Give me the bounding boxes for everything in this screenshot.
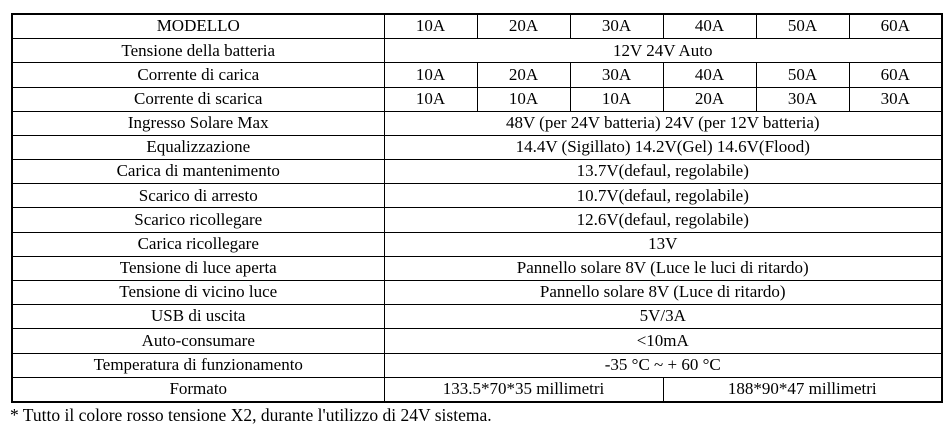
table-row: USB di uscita 5V/3A	[11, 304, 943, 330]
value-cell-span: Pannello solare 8V (Luce le luci di rita…	[383, 255, 943, 282]
table-row: Formato 133.5*70*35 millimetri 188*90*47 m…	[11, 376, 943, 403]
spec-table: MODELLO 10A 20A 30A 40A 50A 60A Tensione della …	[11, 13, 943, 403]
value-cell: 20A	[662, 86, 757, 112]
row-label-cell: Tensione della batteria	[11, 38, 385, 64]
row-label-cell: USB di uscita	[11, 304, 385, 330]
value-cell-span: 13.7V(defaul, regolabile)	[383, 159, 943, 185]
value-cell: 10A	[383, 86, 478, 112]
value-cell: 40A	[662, 62, 757, 88]
value-cell: 20A	[476, 13, 571, 40]
value-cell-span: -35 °C ~ + 60 °C	[383, 352, 943, 378]
value-cell-half: 188*90*47 millimetri	[662, 376, 943, 403]
value-cell-span: 10.7V(defaul, regolabile)	[383, 183, 943, 209]
value-cell-span: 14.4V (Sigillato) 14.2V(Gel) 14.6V(Flood…	[383, 134, 943, 161]
value-cell: 20A	[476, 62, 571, 88]
value-cell: 30A	[569, 62, 664, 88]
row-label-cell: Carica ricollegare	[11, 231, 385, 257]
table-row: Equalizzazione 14.4V (Sigillato) 14.2V(Ge…	[11, 134, 943, 161]
table-row: Temperatura di funzionamento -35 °C ~ + 6…	[11, 352, 943, 378]
row-label-cell: Temperatura di funzionamento	[11, 352, 385, 378]
value-cell: 60A	[848, 13, 943, 40]
row-label-cell: Ingresso Solare Max	[11, 110, 385, 136]
value-cell-span: 13V	[383, 231, 943, 257]
row-label-cell: Corrente di carica	[11, 62, 385, 88]
value-cell-span: 5V/3A	[383, 304, 943, 330]
value-cell: 10A	[383, 13, 478, 40]
row-label-cell: Equalizzazione	[11, 134, 385, 161]
table-row: Carica di mantenimento 13.7V(defaul, rego…	[11, 159, 943, 185]
table-row: Auto-consumare <10mA	[11, 328, 943, 354]
row-label-cell: Auto-consumare	[11, 328, 385, 354]
table-row: MODELLO 10A 20A 30A 40A 50A 60A	[11, 13, 943, 40]
row-label-cell: Scarico ricollegare	[11, 207, 385, 233]
value-cell: 40A	[662, 13, 757, 40]
row-label-cell: Tensione di luce aperta	[11, 255, 385, 282]
value-cell: 50A	[755, 62, 850, 88]
value-cell: 10A	[569, 86, 664, 112]
table-row: Carica ricollegare 13V	[11, 231, 943, 257]
table-row: Corrente di scarica 10A 10A 10A 20A 30A 30A	[11, 86, 943, 112]
row-label-cell: Scarico di arresto	[11, 183, 385, 209]
value-cell-span: Pannello solare 8V (Luce di ritardo)	[383, 279, 943, 306]
table-row: Corrente di carica 10A 20A 30A 40A 50A 60A	[11, 62, 943, 88]
value-cell: 10A	[476, 86, 571, 112]
row-label-cell: Tensione di vicino luce	[11, 279, 385, 306]
row-label-cell: MODELLO	[11, 13, 385, 40]
table-row: Ingresso Solare Max 48V (per 24V batteria…	[11, 110, 943, 136]
value-cell-span: <10mA	[383, 328, 943, 354]
value-cell: 60A	[848, 62, 943, 88]
value-cell-half: 133.5*70*35 millimetri	[383, 376, 664, 403]
row-label-cell: Corrente di scarica	[11, 86, 385, 112]
value-cell: 10A	[383, 62, 478, 88]
value-cell: 30A	[848, 86, 943, 112]
table-row: Tensione della batteria 12V 24V Auto	[11, 38, 943, 64]
row-label-cell: Carica di mantenimento	[11, 159, 385, 185]
row-label-cell: Formato	[11, 376, 385, 403]
footnote: * Tutto il colore rosso tensione X2, dur…	[10, 405, 492, 425]
value-cell-span: 48V (per 24V batteria) 24V (per 12V batt…	[383, 110, 943, 136]
value-cell-span: 12V 24V Auto	[383, 38, 943, 64]
value-cell: 30A	[569, 13, 664, 40]
value-cell-span: 12.6V(defaul, regolabile)	[383, 207, 943, 233]
table-row: Scarico ricollegare 12.6V(defaul, regolab…	[11, 207, 943, 233]
value-cell: 30A	[755, 86, 850, 112]
value-cell: 50A	[755, 13, 850, 40]
table-row: Scarico di arresto 10.7V(defaul, regolabi…	[11, 183, 943, 209]
table-row: Tensione di luce aperta Pannello solare 8…	[11, 255, 943, 282]
table-row: Tensione di vicino luce Pannello solare 8…	[11, 279, 943, 306]
